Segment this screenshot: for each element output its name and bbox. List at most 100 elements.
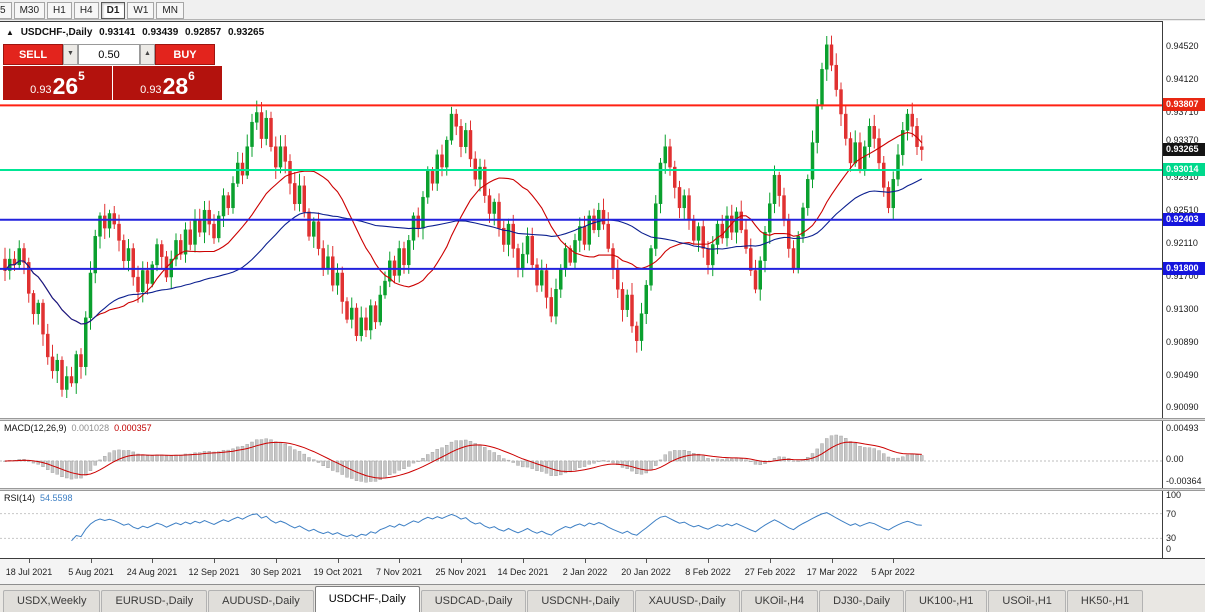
chart-tab-uk100-h1[interactable]: UK100-,H1 [904,590,988,612]
macd-bar [226,449,230,462]
macd-bar [217,451,221,462]
timeframe-button-D1[interactable]: D1 [100,2,126,19]
macd-bar [402,460,406,470]
candle [777,174,781,196]
candle [620,289,625,310]
buy-button[interactable]: BUY [155,44,215,65]
candle [221,195,226,217]
candle [326,256,330,270]
macd-bar [497,455,501,462]
chart-tab-dj30-daily[interactable]: DJ30-,Daily [819,590,904,612]
candle [198,219,202,233]
time-tick [832,559,833,563]
macd-chart[interactable] [0,421,1162,488]
candle [468,130,473,160]
candle [107,213,112,229]
chart-tab-audusd-daily[interactable]: AUDUSD-,Daily [208,590,314,612]
candle [378,294,382,323]
macd-bar [791,460,796,462]
macd-main-value: 0.001028 [71,423,110,433]
macd-bar [288,446,292,462]
macd-bar [122,450,126,462]
chart-tab-usoil-h1[interactable]: USOil-,H1 [988,590,1066,612]
macd-bar [739,458,743,462]
candle [207,209,211,225]
candle [644,284,648,314]
candle [635,325,639,341]
time-axis-label: 8 Feb 2022 [685,567,731,577]
macd-bar [345,460,349,478]
macd-pane[interactable]: MACD(12,26,9) 0.001028 0.000357 [0,421,1162,488]
timeframe-button-M30[interactable]: M30 [13,2,46,19]
candle [886,187,891,209]
pane-divider[interactable] [0,418,1205,421]
chart-tab-hk50-h1[interactable]: HK50-,H1 [1066,590,1144,612]
chart-tab-ukoil-h4[interactable]: UKOil-,H4 [740,590,819,612]
macd-bar [41,460,45,467]
time-axis-label: 19 Oct 2021 [313,567,363,577]
chart-tab-usdcad-daily[interactable]: USDCAD-,Daily [420,590,527,612]
chart-tab-eurusd-daily[interactable]: EURUSD-,Daily [101,590,208,612]
macd-bar [521,460,525,468]
lot-increase-button[interactable]: ▲ [140,44,155,65]
main-chart-pane[interactable]: ▲ USDCHF-,Daily 0.93141 0.93439 0.92857 … [0,21,1162,419]
timeframe-button-H1[interactable]: H1 [47,2,72,19]
pane-divider[interactable] [0,488,1205,491]
macd-bar [316,460,321,463]
chart-tab-usdcnh-daily[interactable]: USDCNH-,Daily [527,590,634,612]
candle [141,270,145,292]
rsi-pane[interactable]: RSI(14) 54.5598 [0,491,1162,558]
macd-bar [568,460,572,473]
candle [587,215,591,245]
bid-price-prefix: 0.93 [30,84,52,96]
candle [183,229,188,255]
macd-bar [886,456,891,462]
candle [668,146,672,168]
candle [492,201,496,214]
time-tick [29,559,30,563]
timeframe-button-MN[interactable]: MN [156,2,184,19]
macd-bar [863,447,867,462]
sell-button[interactable]: SELL [3,44,63,65]
rsi-axis-label: 0 [1166,544,1172,554]
timeframe-toolbar: 5 M30 H1 H4 D1 W1 MN [0,0,1205,20]
candle [217,215,221,239]
candle [734,211,739,233]
candle [445,139,449,168]
rsi-chart[interactable] [0,491,1162,558]
time-axis[interactable]: 18 Jul 2021 5 Aug 2021 24 Aug 2021 12 Sep 2… [0,558,1205,584]
chart-tab-usdchf-daily[interactable]: USDCHF-,Daily [314,586,420,612]
candle [74,354,78,384]
candle [540,270,544,286]
macd-bar [354,460,359,481]
macd-bar [112,450,116,462]
candle [573,240,577,263]
ask-price-box[interactable]: 0.93 28 6 [113,66,222,100]
timeframe-button-H4[interactable]: H4 [73,2,99,19]
price-axis[interactable]: 0.94520 0.94120 0.93710 0.93370 0.92910 0.925… [1162,21,1205,558]
time-axis-label: 2 Jan 2022 [562,567,608,577]
candle [397,248,401,276]
timeframe-button-W1[interactable]: W1 [127,2,155,19]
candle [259,112,264,139]
candle [407,240,411,266]
candle [31,293,36,315]
candle [369,305,373,331]
chart-tab-usdx-weekly[interactable]: USDX,Weekly [3,590,101,612]
rsi-axis-label: 100 [1166,490,1182,500]
macd-bar [421,458,425,462]
chart-tab-xauusd-daily[interactable]: XAUUSD-,Daily [634,590,740,612]
lot-decrease-button[interactable]: ▼ [63,44,78,65]
candle [340,272,344,302]
lot-size-input[interactable] [78,44,140,65]
candlestick-chart[interactable] [0,22,1162,419]
macd-bar [682,450,686,462]
timeframe-button-5[interactable]: 5 [0,2,12,19]
macd-bar [164,455,169,462]
candle [758,260,762,290]
candle [402,248,406,266]
candle [50,356,55,372]
ohlc-open: 0.93141 [99,27,136,38]
candle [711,244,715,266]
bid-price-box[interactable]: 0.93 26 5 [3,66,112,100]
